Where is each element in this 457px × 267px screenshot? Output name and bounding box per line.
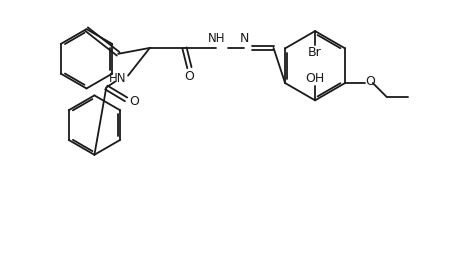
Text: O: O [129, 95, 139, 108]
Text: OH: OH [305, 72, 325, 85]
Text: N: N [240, 33, 250, 45]
Text: O: O [365, 74, 375, 88]
Text: Br: Br [308, 46, 322, 59]
Text: NH: NH [208, 33, 226, 45]
Text: O: O [185, 70, 194, 83]
Text: HN: HN [108, 72, 126, 85]
